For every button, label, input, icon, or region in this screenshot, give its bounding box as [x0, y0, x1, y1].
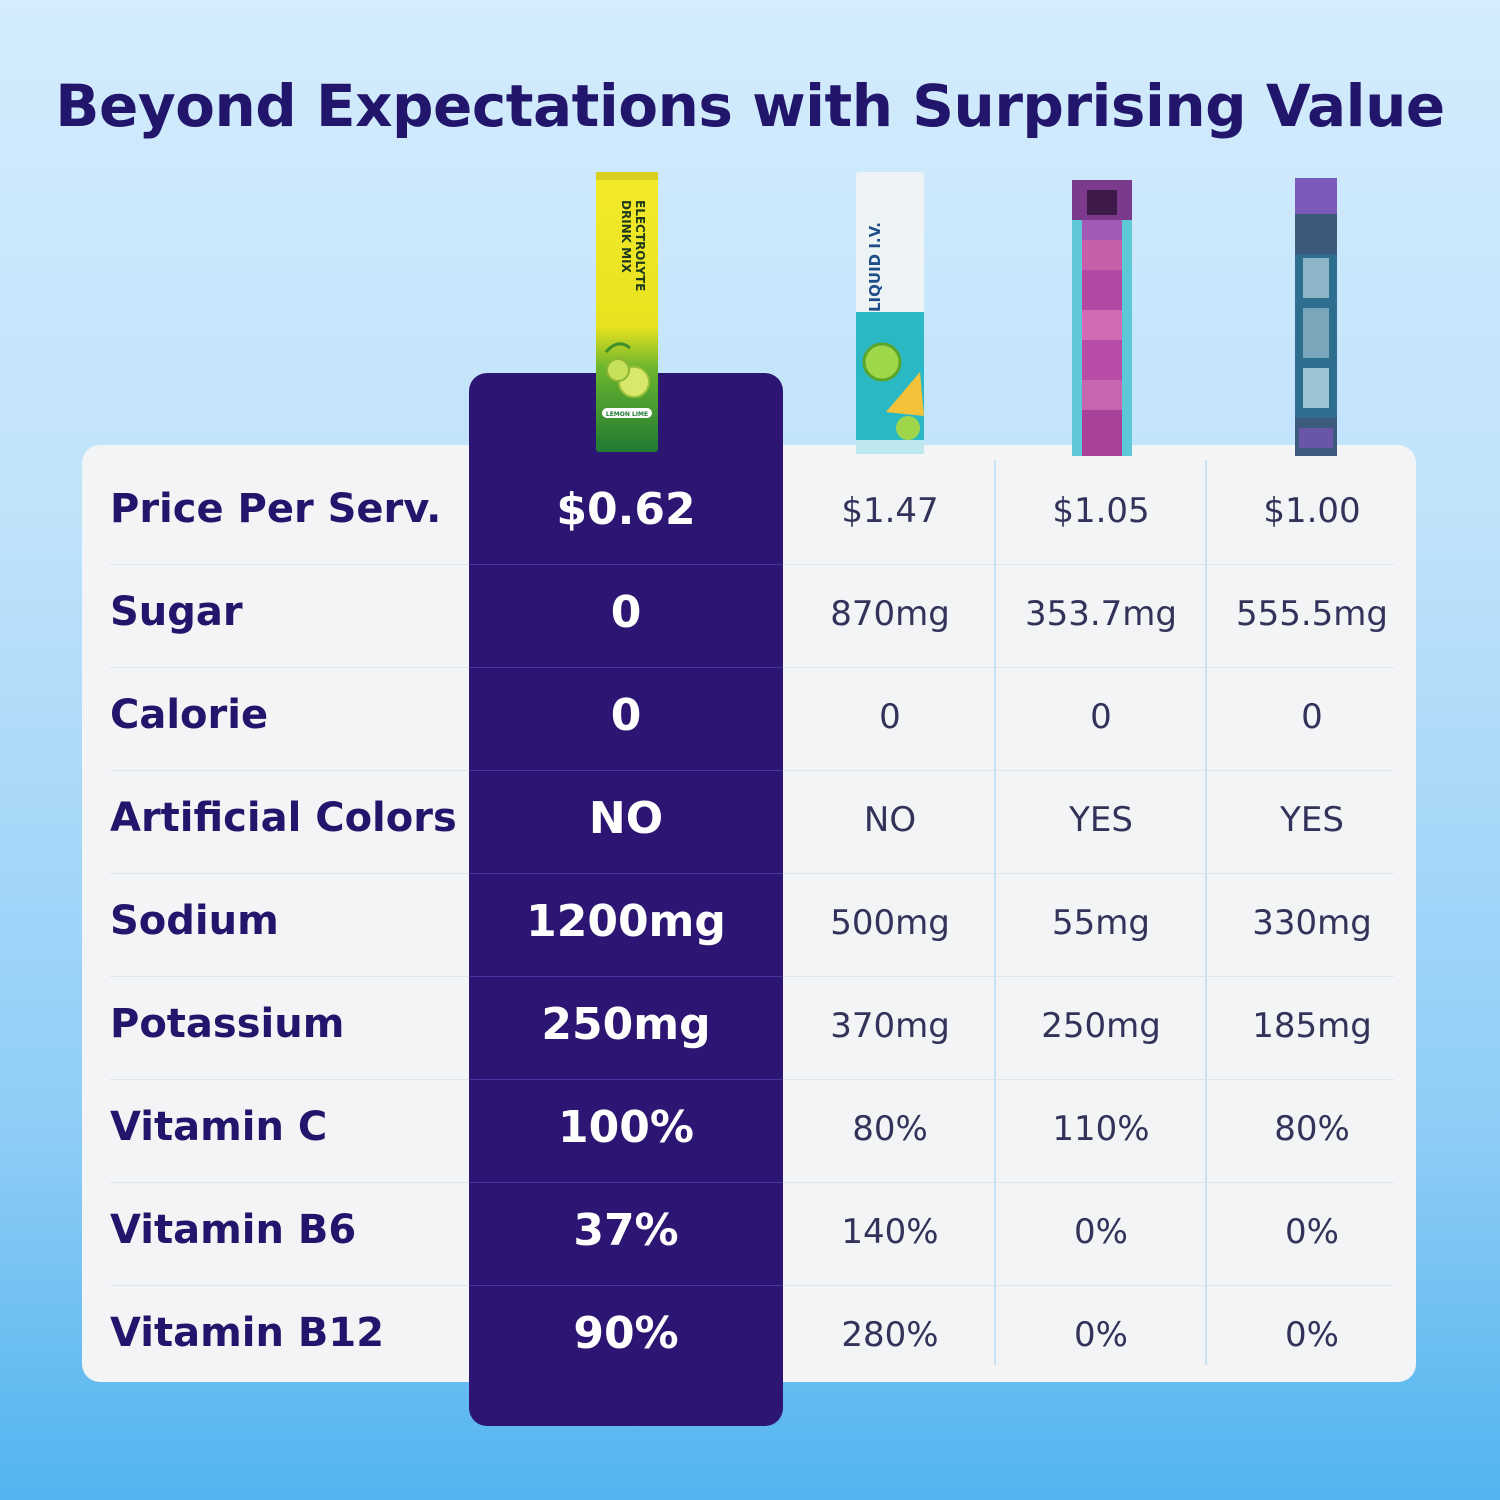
highlight-value-vitamin-c: 100% [558, 1102, 694, 1153]
highlight-value-artificial-colors: NO [588, 793, 664, 844]
competitor-3-vitamin-c: 80% [1274, 1109, 1350, 1149]
page-title: Beyond Expectations with Surprising Valu… [55, 72, 1445, 140]
row-divider [783, 1182, 1394, 1183]
row-divider [783, 1079, 1394, 1080]
highlight-value-sodium: 1200mg [526, 896, 726, 947]
competitor-1-vitamin-b12: 280% [841, 1315, 939, 1355]
pack-label-line1: ELECTROLYTE [633, 200, 647, 291]
row-divider [783, 976, 1394, 977]
highlight-row-divider [469, 1079, 783, 1080]
row-label-price: Price Per Serv. [110, 486, 442, 532]
competitor-2-calorie: 0 [1090, 697, 1112, 737]
competitor-1-potassium: 370mg [830, 1006, 950, 1046]
row-divider [783, 770, 1394, 771]
pack-label-line2: DRINK MIX [619, 200, 633, 274]
row-divider [783, 873, 1394, 874]
competitor-2-vitamin-b6: 0% [1074, 1212, 1128, 1252]
competitor-1-sodium: 500mg [830, 903, 950, 943]
highlight-value-vitamin-b12: 90% [573, 1308, 679, 1359]
row-label-sodium: Sodium [110, 898, 279, 944]
row-divider [110, 564, 469, 565]
highlight-row-divider [469, 667, 783, 668]
pixelated-blue-stick-pack-image [1295, 178, 1337, 456]
highlight-row-divider [469, 1285, 783, 1286]
row-divider [783, 667, 1394, 668]
highlight-row-divider [469, 564, 783, 565]
competitor-2-sodium: 55mg [1052, 903, 1150, 943]
competitor-3-potassium: 185mg [1252, 1006, 1372, 1046]
row-divider [110, 873, 469, 874]
row-label-calorie: Calorie [110, 692, 269, 738]
pack-flavor-label: LEMON LIME [606, 411, 648, 418]
competitor-3-sugar: 555.5mg [1235, 594, 1389, 634]
competitor-1-sugar: 870mg [830, 594, 950, 634]
competitor-1-price: $1.47 [841, 491, 939, 531]
competitor-2-sugar: 353.7mg [1024, 594, 1178, 634]
pack-brand-label: LIQUID I.V. [866, 222, 884, 312]
competitor-2-artificial-colors: YES [1069, 800, 1133, 840]
competitor-3-sodium: 330mg [1252, 903, 1372, 943]
competitor-3-vitamin-b6: 0% [1285, 1212, 1339, 1252]
row-label-potassium: Potassium [110, 1001, 345, 1047]
highlight-value-potassium: 250mg [541, 999, 711, 1050]
row-divider [110, 667, 469, 668]
row-divider [110, 976, 469, 977]
highlight-value-vitamin-b6: 37% [573, 1205, 679, 1256]
competitor-2-vitamin-b12: 0% [1074, 1315, 1128, 1355]
highlight-row-divider [469, 873, 783, 874]
competitor-1-calorie: 0 [879, 697, 901, 737]
row-divider [110, 1285, 469, 1286]
row-label-artificial-colors: Artificial Colors [110, 795, 457, 841]
highlight-row-divider [469, 770, 783, 771]
competitor-3-vitamin-b12: 0% [1285, 1315, 1339, 1355]
row-divider [110, 1079, 469, 1080]
highlight-value-sugar: 0 [610, 587, 642, 638]
competitor-1-artificial-colors: NO [863, 800, 917, 840]
competitor-1-vitamin-b6: 140% [841, 1212, 939, 1252]
highlight-value-calorie: 0 [610, 690, 642, 741]
row-divider [783, 1285, 1394, 1286]
competitor-3-calorie: 0 [1301, 697, 1323, 737]
row-divider [110, 1182, 469, 1183]
electrolyte-drink-mix-stick-pack-image: ELECTROLYTE DRINK MIX LEMON LIME [596, 172, 658, 452]
competitor-1-vitamin-c: 80% [852, 1109, 928, 1149]
row-divider [110, 770, 469, 771]
row-label-vitamin-c: Vitamin C [110, 1104, 328, 1150]
pixelated-purple-stick-pack-image [1072, 180, 1132, 456]
highlighted-product-column [469, 373, 783, 1426]
highlight-value-price: $0.62 [556, 484, 696, 535]
competitor-2-price: $1.05 [1052, 491, 1150, 531]
competitor-3-artificial-colors: YES [1280, 800, 1344, 840]
row-divider [783, 564, 1394, 565]
competitor-2-potassium: 250mg [1041, 1006, 1161, 1046]
column-divider [1205, 460, 1207, 1365]
liquid-iv-stick-pack-image: LIQUID I.V. [856, 172, 924, 454]
row-label-sugar: Sugar [110, 589, 243, 635]
competitor-3-price: $1.00 [1263, 491, 1361, 531]
column-divider [994, 460, 996, 1365]
row-label-vitamin-b12: Vitamin B12 [110, 1310, 385, 1356]
highlight-row-divider [469, 1182, 783, 1183]
competitor-2-vitamin-c: 110% [1052, 1109, 1150, 1149]
row-label-vitamin-b6: Vitamin B6 [110, 1207, 357, 1253]
highlight-row-divider [469, 976, 783, 977]
